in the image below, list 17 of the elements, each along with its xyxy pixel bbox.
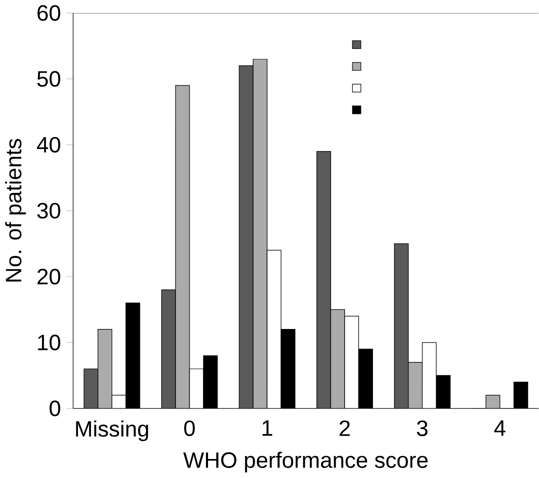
bar xyxy=(486,395,500,409)
x-tick-label: 0 xyxy=(184,420,195,436)
x-axis-title: WHO performance score xyxy=(183,452,428,473)
x-tick-label: Missing xyxy=(76,420,148,442)
bar xyxy=(514,382,528,409)
y-tick-label: 60 xyxy=(38,5,60,22)
y-axis-title: No. of patients xyxy=(5,139,26,282)
y-tick-label: 50 xyxy=(37,71,60,87)
y-tick-label: 20 xyxy=(38,269,60,285)
y-tick-label: 30 xyxy=(37,203,60,219)
y-tick-label: 40 xyxy=(36,137,60,153)
x-tick-label: 4 xyxy=(494,420,506,436)
x-tick-label: 1 xyxy=(262,420,272,436)
x-tick-label: 3 xyxy=(416,420,428,436)
y-tick-label: 0 xyxy=(50,400,60,417)
x-tick-label: 2 xyxy=(340,420,350,436)
y-tick-label: 10 xyxy=(38,334,60,351)
